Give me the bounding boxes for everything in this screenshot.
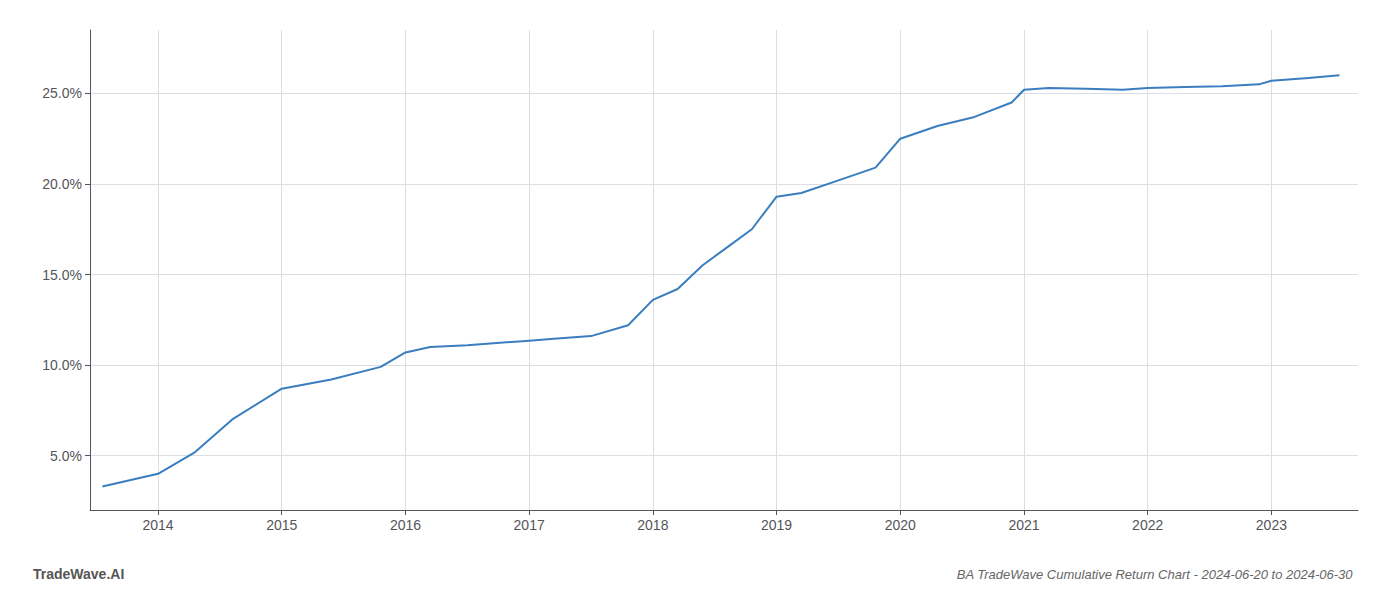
- svg-text:5.0%: 5.0%: [50, 448, 82, 464]
- svg-text:2020: 2020: [885, 517, 916, 533]
- svg-text:BA TradeWave Cumulative Return: BA TradeWave Cumulative Return Chart - 2…: [957, 567, 1354, 582]
- svg-text:2022: 2022: [1132, 517, 1163, 533]
- svg-text:2019: 2019: [761, 517, 792, 533]
- svg-text:2017: 2017: [514, 517, 545, 533]
- svg-text:TradeWave.AI: TradeWave.AI: [33, 566, 124, 582]
- svg-text:2021: 2021: [1008, 517, 1039, 533]
- svg-text:2014: 2014: [142, 517, 173, 533]
- svg-text:20.0%: 20.0%: [42, 176, 82, 192]
- svg-text:2023: 2023: [1256, 517, 1287, 533]
- svg-text:10.0%: 10.0%: [42, 357, 82, 373]
- svg-text:2018: 2018: [637, 517, 668, 533]
- svg-text:2015: 2015: [266, 517, 297, 533]
- svg-text:25.0%: 25.0%: [42, 85, 82, 101]
- svg-text:2016: 2016: [390, 517, 421, 533]
- svg-text:15.0%: 15.0%: [42, 267, 82, 283]
